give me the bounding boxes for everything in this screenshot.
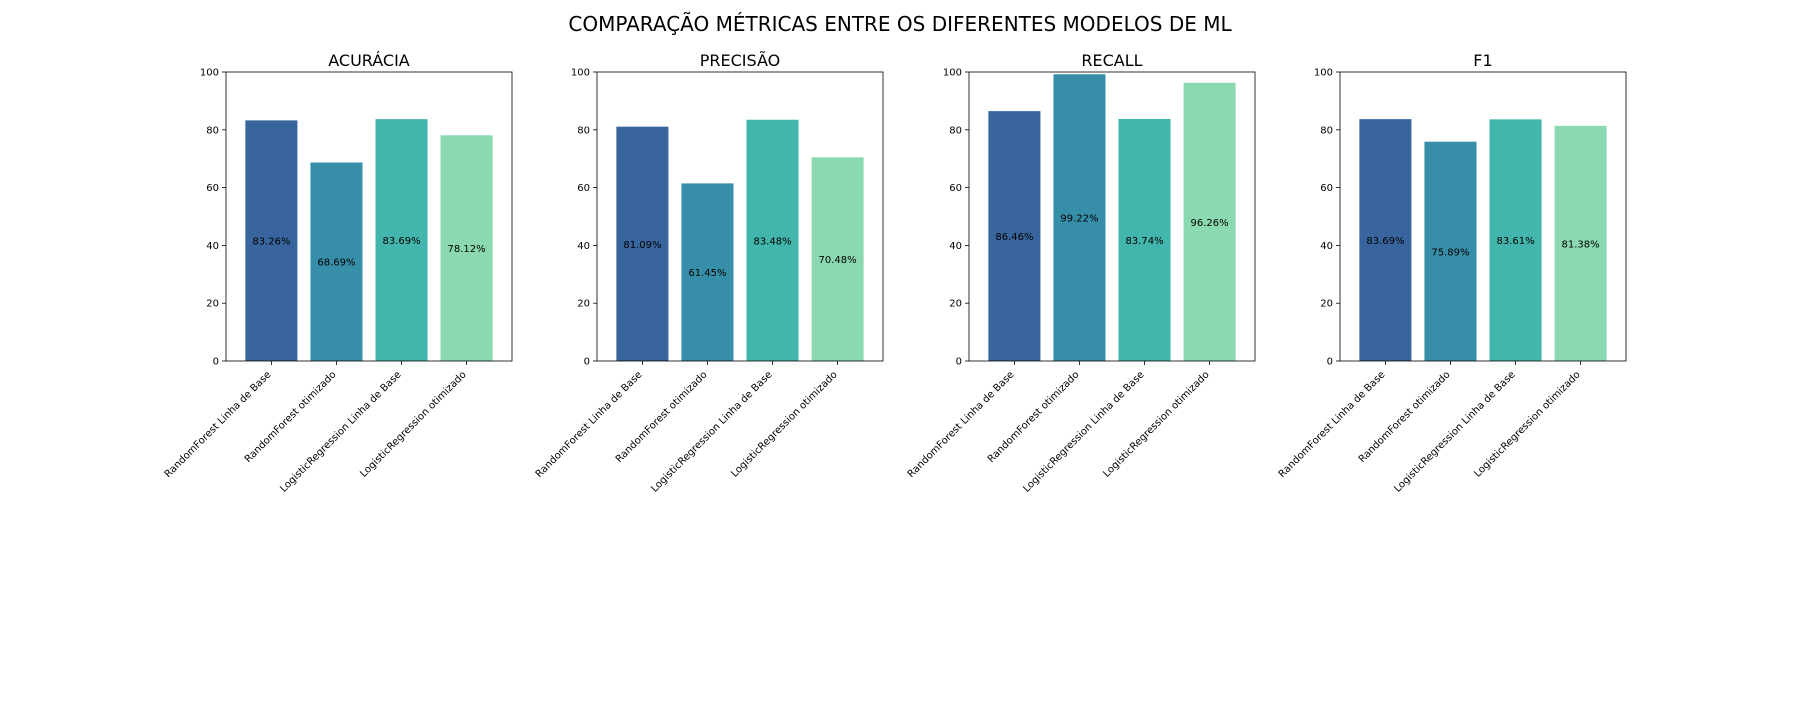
y-tick-label: 80 (1320, 125, 1333, 136)
x-tick-label: LogisticRegression otimizado (729, 369, 839, 479)
bar (245, 120, 298, 361)
y-tick-label: 100 (1314, 68, 1333, 79)
y-tick-label: 60 (949, 183, 962, 194)
bar-value-label: 86.46% (995, 232, 1033, 243)
y-tick-label: 100 (200, 68, 219, 79)
axes-frame (968, 71, 1256, 362)
bar-value-label: 70.48% (819, 255, 857, 266)
x-tick-label: LogisticRegression Linha de Base (649, 369, 774, 494)
chart-panel-2: PRECISÃO 81.09% RandomForest Linha de Base… (534, 51, 884, 495)
chart-panel-3: RECALL 86.46% RandomForest Linha de Base 99… (906, 51, 1256, 495)
y-tick-label: 20 (206, 299, 219, 310)
bar (1053, 74, 1106, 361)
y-tick-label: 20 (949, 299, 962, 310)
axes-frame (596, 71, 884, 362)
chart-title: ACURÁCIA (328, 51, 410, 70)
figure-title: COMPARAÇÃO MÉTRICAS ENTRE OS DIFERENTES … (568, 12, 1232, 36)
bar (1554, 125, 1607, 361)
y-tick-label: 40 (949, 241, 962, 252)
x-tick-label: RandomForest Linha de Base (534, 369, 645, 480)
y-tick-label: 0 (213, 357, 219, 368)
y-tick-label: 20 (577, 299, 590, 310)
bar-value-label: 83.74% (1125, 236, 1163, 247)
bar (310, 162, 363, 361)
y-tick-label: 0 (584, 357, 590, 368)
x-tick-label: LogisticRegression Linha de Base (1392, 369, 1517, 494)
y-tick-label: 60 (1320, 183, 1333, 194)
y-tick-label: 80 (206, 125, 219, 136)
bar-value-label: 83.69% (382, 236, 420, 247)
y-tick-label: 80 (577, 125, 590, 136)
bar-value-label: 96.26% (1191, 218, 1229, 229)
bar-value-label: 83.61% (1496, 236, 1534, 247)
y-tick-label: 40 (206, 241, 219, 252)
bar (988, 111, 1041, 361)
bar (375, 119, 428, 362)
y-tick-label: 60 (206, 183, 219, 194)
bar-value-label: 61.45% (688, 268, 726, 279)
x-tick-label: LogisticRegression Linha de Base (278, 369, 403, 494)
bar-value-label: 81.38% (1562, 239, 1600, 250)
chart-title: PRECISÃO (700, 51, 780, 70)
y-tick-label: 40 (577, 241, 590, 252)
bar (746, 119, 799, 361)
x-tick-label: LogisticRegression otimizado (1472, 369, 1582, 479)
bar-value-label: 78.12% (448, 244, 486, 255)
bar (1424, 141, 1477, 361)
y-tick-label: 40 (1320, 241, 1333, 252)
x-tick-label: LogisticRegression otimizado (1101, 369, 1211, 479)
chart-title: RECALL (1081, 51, 1142, 70)
bar-value-label: 83.69% (1366, 236, 1404, 247)
bar-value-label: 83.26% (252, 237, 290, 248)
bar (1183, 82, 1236, 362)
bar-value-label: 81.09% (623, 240, 661, 251)
y-tick-label: 60 (577, 183, 590, 194)
y-tick-label: 80 (949, 125, 962, 136)
bar (616, 126, 669, 361)
y-tick-label: 20 (1320, 299, 1333, 310)
y-tick-label: 100 (571, 68, 590, 79)
y-tick-label: 0 (1327, 357, 1333, 368)
bar (1118, 118, 1171, 362)
bar (1489, 119, 1542, 362)
bar-value-label: 99.22% (1060, 214, 1098, 225)
x-tick-label: RandomForest Linha de Base (1277, 369, 1388, 480)
bar (1359, 119, 1412, 362)
x-tick-label: RandomForest Linha de Base (906, 369, 1017, 480)
bar (440, 135, 493, 361)
bar-value-label: 68.69% (317, 258, 355, 269)
chart-panel-1: ACURÁCIA 83.26% RandomForest Linha de Base… (163, 51, 513, 495)
chart-title: F1 (1473, 51, 1492, 70)
y-tick-label: 0 (956, 357, 962, 368)
x-tick-label: LogisticRegression Linha de Base (1021, 369, 1146, 494)
x-tick-label: LogisticRegression otimizado (358, 369, 468, 479)
bar-value-label: 75.89% (1431, 247, 1469, 258)
bar-value-label: 83.48% (753, 236, 791, 247)
axes-frame (1339, 71, 1627, 362)
axes-frame (225, 71, 513, 362)
bar (811, 157, 864, 361)
x-tick-label: RandomForest Linha de Base (163, 369, 274, 480)
chart-panel-4: F1 83.69% RandomForest Linha de Base 75.89%… (1277, 51, 1627, 495)
y-tick-label: 100 (943, 68, 962, 79)
bar (681, 183, 734, 361)
